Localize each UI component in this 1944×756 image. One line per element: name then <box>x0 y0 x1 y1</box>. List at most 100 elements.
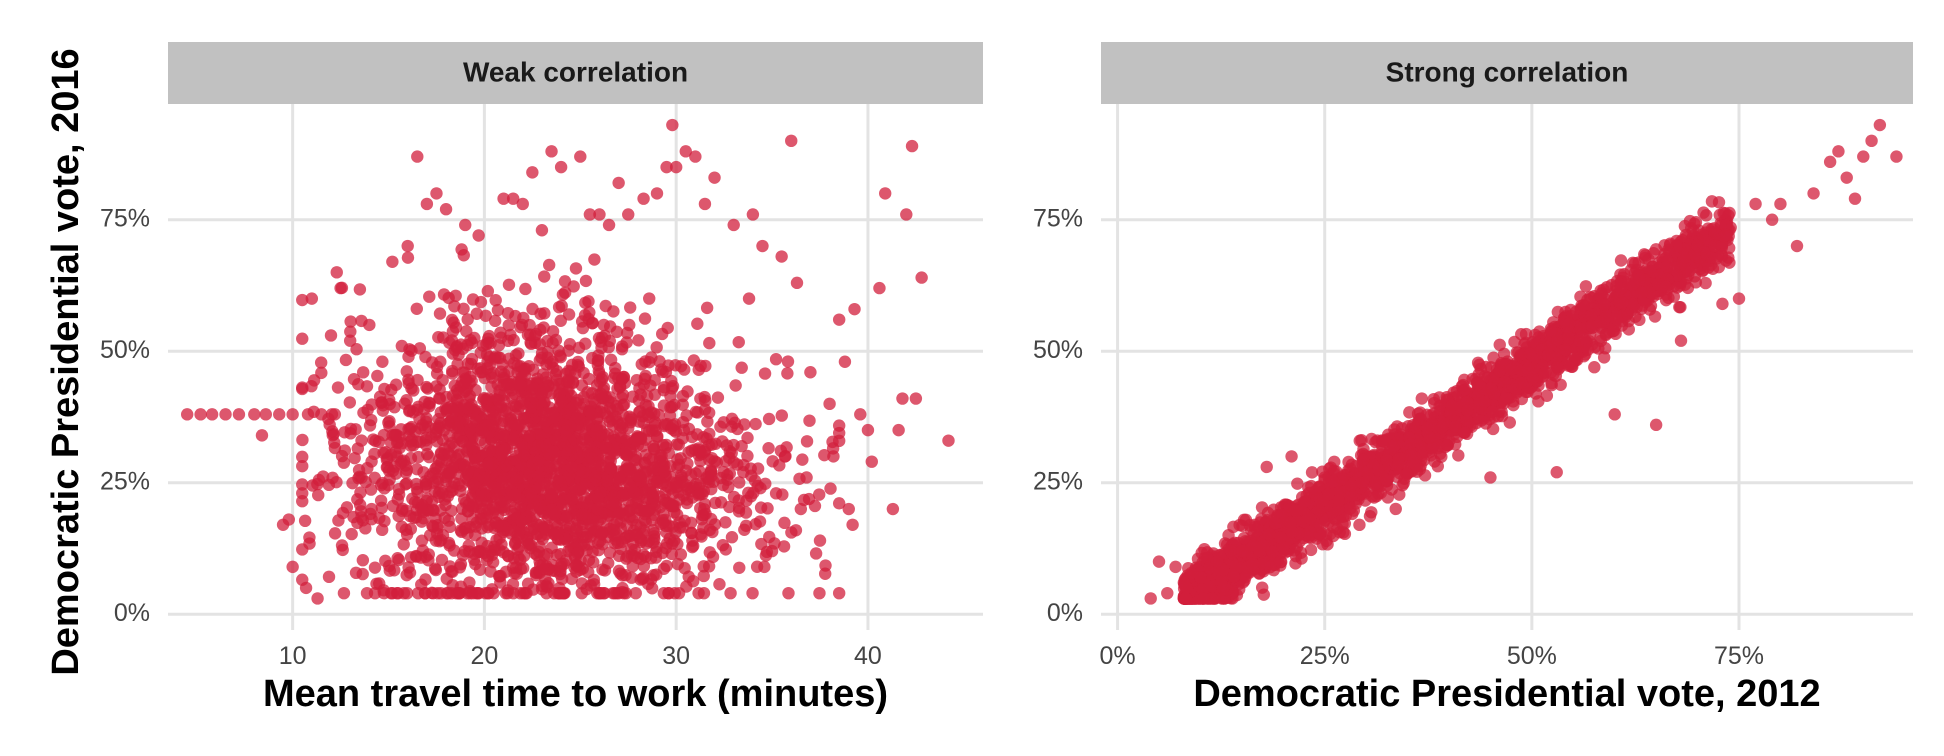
data-point <box>486 457 499 470</box>
data-point <box>471 545 484 559</box>
data-point <box>377 586 391 600</box>
data-point <box>758 367 772 380</box>
data-point <box>723 467 737 480</box>
data-point <box>485 380 498 393</box>
data-point <box>607 305 620 318</box>
y-tick-label: 25% <box>1033 467 1083 495</box>
data-point <box>803 414 816 427</box>
data-point <box>424 470 437 483</box>
data-point <box>316 470 330 483</box>
data-point <box>305 292 319 305</box>
data-point <box>383 564 397 577</box>
data-point <box>672 438 685 451</box>
data-point <box>535 224 549 237</box>
data-point <box>1321 538 1334 551</box>
data-point <box>832 426 846 440</box>
data-point <box>415 534 429 547</box>
data-point <box>553 586 567 600</box>
data-point <box>586 316 599 330</box>
data-point <box>818 448 831 462</box>
data-point <box>343 396 357 409</box>
data-point <box>813 586 826 600</box>
data-point <box>401 239 414 253</box>
data-point <box>1471 356 1485 369</box>
data-point <box>664 389 677 403</box>
data-point <box>338 444 352 457</box>
data-point <box>299 581 313 595</box>
data-point <box>550 373 563 386</box>
data-point <box>423 290 436 303</box>
data-point <box>526 166 539 179</box>
data-point <box>854 408 867 421</box>
data-point <box>716 478 730 492</box>
data-point <box>347 373 361 386</box>
data-point <box>312 488 325 502</box>
y-tick-label: 75% <box>1033 204 1083 232</box>
data-point <box>474 295 488 309</box>
data-point <box>411 150 424 163</box>
data-point <box>538 270 551 283</box>
data-point <box>540 579 553 592</box>
data-point <box>502 278 516 291</box>
y-tick-label: 50% <box>100 336 150 364</box>
data-point <box>733 476 746 489</box>
data-point <box>800 435 814 448</box>
data-point <box>593 208 606 221</box>
data-point <box>462 454 475 467</box>
data-point <box>555 395 569 408</box>
data-point <box>625 549 639 562</box>
y-tick-label: 25% <box>100 467 150 495</box>
data-point <box>713 578 726 591</box>
data-point <box>496 519 509 533</box>
data-point <box>453 586 466 600</box>
data-point <box>350 343 363 356</box>
data-point <box>365 502 378 516</box>
data-point <box>455 243 468 256</box>
data-point <box>413 412 426 425</box>
data-point <box>643 355 656 369</box>
data-point <box>751 479 764 493</box>
data-point <box>296 495 309 508</box>
data-point <box>397 538 410 551</box>
data-point <box>514 562 528 576</box>
data-point <box>536 368 550 381</box>
data-point <box>481 284 495 298</box>
data-point <box>604 353 618 367</box>
data-point <box>357 366 370 379</box>
data-point <box>708 171 721 184</box>
data-point <box>754 501 768 514</box>
data-point <box>637 192 650 205</box>
data-point <box>364 483 378 496</box>
data-point <box>1291 477 1304 490</box>
data-point <box>765 544 779 558</box>
data-point <box>724 586 737 600</box>
data-point <box>729 379 742 392</box>
data-point <box>461 313 474 326</box>
data-point <box>915 271 928 284</box>
data-point <box>789 524 803 537</box>
data-point <box>626 559 639 573</box>
data-point <box>643 424 656 438</box>
data-point <box>410 302 423 315</box>
data-point <box>716 538 730 552</box>
data-point <box>823 397 836 411</box>
data-point <box>1648 310 1662 323</box>
data-point <box>419 573 432 586</box>
data-point <box>420 197 434 211</box>
data-point <box>695 513 709 526</box>
data-point <box>451 421 465 434</box>
data-point <box>541 351 554 364</box>
data-point <box>507 333 520 347</box>
data-point <box>466 439 479 453</box>
data-point <box>439 474 453 488</box>
data-point <box>537 321 550 334</box>
data-point <box>686 540 699 554</box>
data-point <box>311 592 324 605</box>
data-point <box>588 253 601 266</box>
data-point <box>483 329 496 343</box>
data-point <box>602 218 616 232</box>
data-point <box>777 540 791 553</box>
data-point <box>378 514 391 528</box>
data-point <box>596 538 609 551</box>
